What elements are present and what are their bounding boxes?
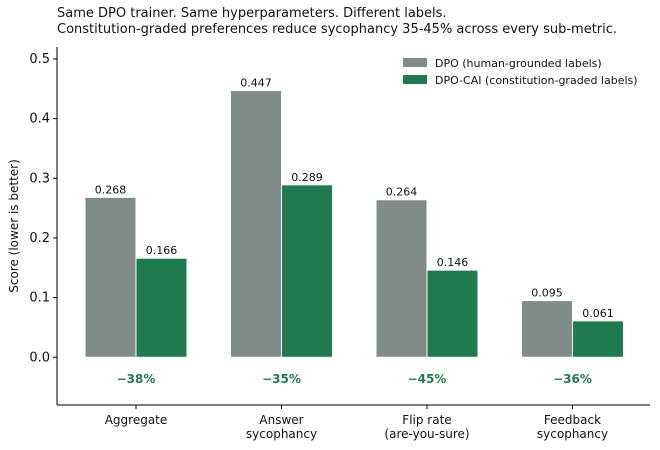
x-tick-label: Aggregate bbox=[105, 413, 168, 427]
bar-dpo bbox=[375, 199, 428, 358]
y-tick-label: 0.2 bbox=[29, 231, 50, 246]
bar-dpo-cai bbox=[135, 257, 188, 358]
y-tick-label: 0.3 bbox=[29, 171, 50, 186]
bar-value-label: 0.061 bbox=[582, 307, 614, 320]
chart-title-block: Same DPO trainer. Same hyperparameters. … bbox=[57, 6, 617, 38]
x-tick-label: (are-you-sure) bbox=[384, 427, 469, 441]
x-tick-label: Flip rate bbox=[402, 413, 451, 427]
x-tick-label: sycophancy bbox=[246, 427, 317, 441]
bar-dpo-cai bbox=[281, 184, 333, 358]
legend-swatch bbox=[403, 58, 427, 67]
bar-value-label: 0.264 bbox=[386, 186, 418, 199]
reduction-annotation: −35% bbox=[262, 372, 301, 386]
bar-dpo bbox=[84, 196, 137, 358]
y-tick-label: 0.0 bbox=[29, 350, 50, 365]
bar-value-label: 0.095 bbox=[531, 287, 563, 300]
y-tick-label: 0.5 bbox=[29, 52, 50, 67]
x-tick-label: sycophancy bbox=[537, 427, 608, 441]
x-tick-label: Feedback bbox=[544, 413, 601, 427]
chart-subtitle: Constitution-graded preferences reduce s… bbox=[57, 22, 618, 37]
reduction-annotation: −38% bbox=[117, 372, 156, 386]
bar-dpo bbox=[521, 300, 573, 358]
reduction-annotation: −36% bbox=[553, 372, 592, 386]
bar-dpo bbox=[230, 90, 282, 358]
bar-dpo-cai bbox=[426, 269, 479, 358]
bar-dpo-cai bbox=[572, 320, 624, 358]
y-axis-label: Score (lower is better) bbox=[7, 159, 21, 293]
y-tick-label: 0.1 bbox=[29, 291, 50, 306]
bar-value-label: 0.268 bbox=[95, 183, 127, 196]
legend-label: DPO-CAI (constitution-graded labels) bbox=[435, 74, 638, 87]
legend-swatch bbox=[403, 75, 427, 84]
chart-title: Same DPO trainer. Same hyperparameters. … bbox=[57, 6, 447, 21]
x-tick-label: Answer bbox=[259, 413, 303, 427]
y-tick-label: 0.4 bbox=[29, 112, 50, 127]
bar-value-label: 0.289 bbox=[291, 171, 323, 184]
bar-value-label: 0.166 bbox=[146, 244, 178, 257]
legend-label: DPO (human-grounded labels) bbox=[435, 57, 602, 70]
bar-value-label: 0.146 bbox=[437, 256, 469, 269]
bar-value-label: 0.447 bbox=[240, 77, 272, 90]
reduction-annotation: −45% bbox=[408, 372, 447, 386]
